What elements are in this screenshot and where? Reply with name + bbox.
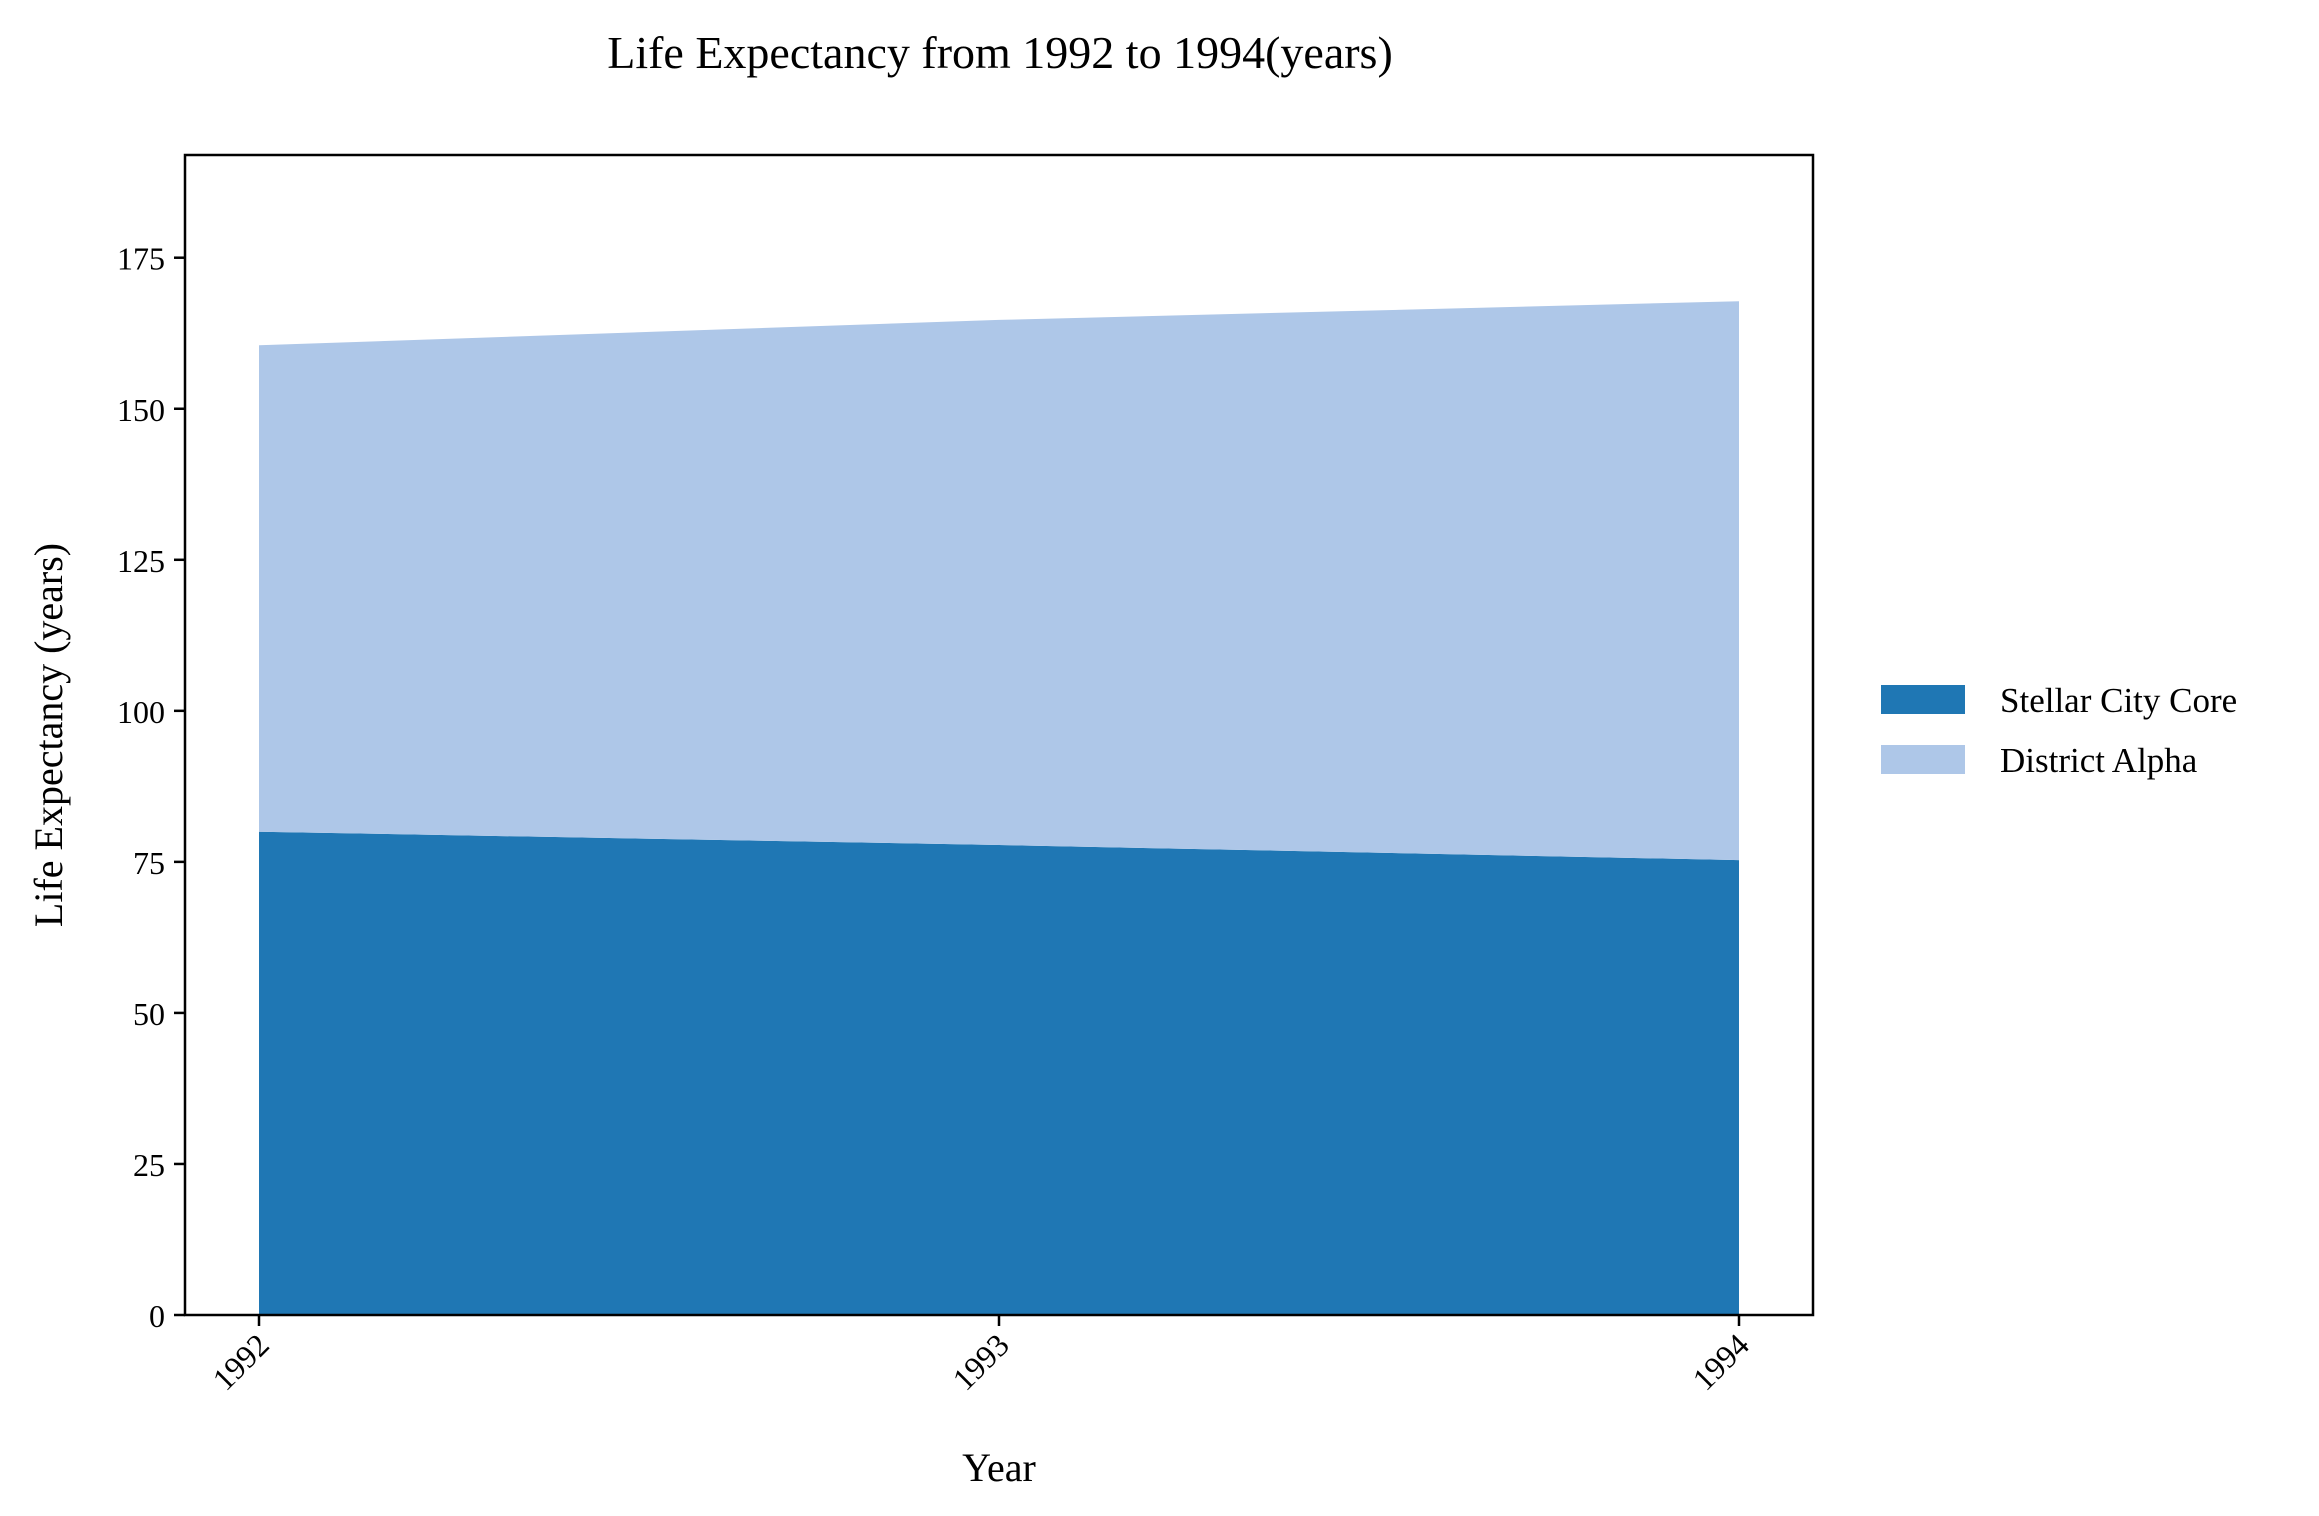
y-tick-label: 25 [133, 1147, 165, 1183]
y-tick-label: 175 [117, 241, 165, 277]
legend: Stellar City Core District Alpha [1881, 681, 2237, 780]
y-tick-label: 0 [149, 1298, 165, 1334]
area-series-2 [259, 301, 1739, 861]
x-axis: 1992 1993 1994 [205, 1315, 1756, 1397]
y-tick-label: 100 [117, 694, 165, 730]
y-tick-label: 125 [117, 543, 165, 579]
chart-title: Life Expectancy from 1992 to 1994(years) [607, 27, 1393, 78]
x-tick-label: 1994 [1685, 1326, 1756, 1397]
y-tick-label: 50 [133, 996, 165, 1032]
legend-label: Stellar City Core [2000, 681, 2237, 720]
area-series-1 [259, 831, 1739, 1315]
plot-area [259, 301, 1739, 1315]
legend-label: District Alpha [2000, 741, 2198, 780]
x-tick-label: 1993 [945, 1326, 1016, 1397]
y-tick-label: 150 [117, 392, 165, 428]
y-tick-label: 75 [133, 845, 165, 881]
x-axis-label: Year [962, 1445, 1036, 1490]
y-axis: 0 25 50 75 100 125 150 175 [117, 241, 185, 1334]
legend-swatch [1881, 745, 1965, 774]
y-axis-label: Life Expectancy (years) [26, 543, 71, 927]
x-tick-label: 1992 [205, 1326, 276, 1397]
legend-swatch [1881, 685, 1965, 714]
